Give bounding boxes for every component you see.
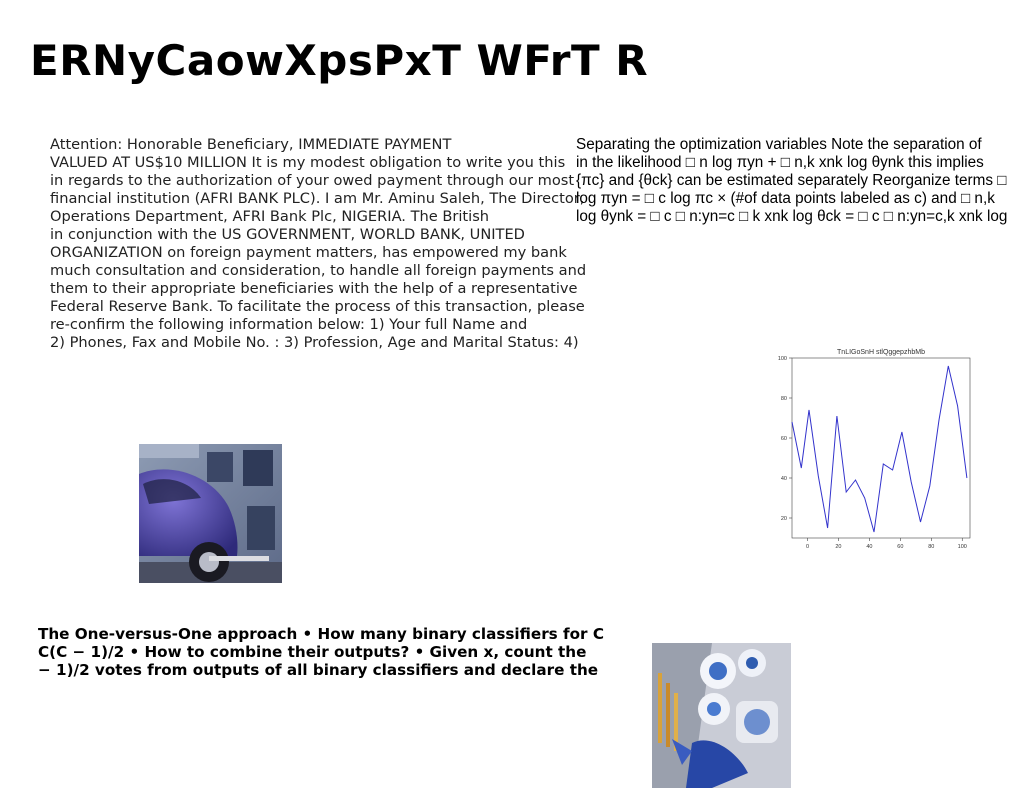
letter-line: re-confirm the following information bel… [50, 316, 528, 333]
math-line: log πyn = □ c log πc × (#of data points … [576, 190, 995, 207]
x-tick-label: 80 [928, 544, 934, 550]
chart-title: TnLIGoSnH stlQggepzhbMb [837, 349, 925, 356]
series-line [791, 365, 968, 533]
letter-line: financial institution (AFRI BANK PLC). I… [50, 190, 585, 207]
letter-line: in conjunction with the US GOVERNMENT, W… [50, 226, 525, 243]
letter-text-block: Attention: Honorable Beneficiary, IMMEDI… [50, 136, 587, 352]
letter-line: ORGANIZATION on foreign payment matters,… [50, 244, 567, 261]
x-tick-label: 60 [897, 544, 903, 550]
letter-line: Operations Department, AFRI Bank Plc, NI… [50, 208, 490, 225]
ovo-line: C(C − 1)/2 • How to combine their output… [38, 643, 587, 661]
car-photo [139, 444, 282, 583]
letter-line: Federal Reserve Bank. To facilitate the … [50, 298, 585, 315]
letter-line: Attention: Honorable Beneficiary, IMMEDI… [50, 136, 452, 153]
x-tick-label: 100 [958, 544, 967, 550]
letter-line: in regards to the authorization of your … [50, 172, 575, 189]
x-tick-label: 40 [866, 544, 872, 550]
math-line: {πc} and {θck} can be estimated separate… [576, 172, 1007, 189]
letter-line: 2) Phones, Fax and Mobile No. : 3) Profe… [50, 334, 579, 351]
ovo-line: − 1)/2 votes from outputs of all binary … [38, 661, 599, 679]
line-chart: TnLIGoSnH stlQggepzhbMb 0 20 40 60 80 100 20 40 6… [766, 343, 976, 553]
math-text-block: Separating the optimization variables No… [576, 136, 1024, 226]
math-line: log θynk = □ c □ n:yn=c □ k xnk log θck … [576, 208, 1008, 225]
letter-line: much consultation and consideration, to … [50, 262, 587, 279]
y-tick-label: 20 [781, 516, 787, 522]
x-tick-label: 0 [806, 544, 809, 550]
ovo-text-block: The One-versus-One approach • How many b… [38, 625, 638, 679]
y-tick-label: 60 [781, 436, 787, 442]
plot-frame [791, 357, 971, 539]
math-line: in the likelihood □ n log πyn + □ n,k xn… [576, 154, 984, 171]
items-photo [652, 643, 791, 788]
letter-line: them to their appropriate beneficiaries … [50, 280, 578, 297]
y-tick-label: 100 [778, 356, 787, 362]
math-line: Separating the optimization variables No… [576, 136, 982, 153]
letter-line: VALUED AT US$10 MILLION It is my modest … [50, 154, 566, 171]
y-tick-label: 40 [781, 476, 787, 482]
x-tick-label: 20 [835, 544, 841, 550]
page-title: ERNyCaowXpsPxT WFrT R [30, 36, 649, 85]
y-tick-label: 80 [781, 396, 787, 402]
ovo-line: The One-versus-One approach • How many b… [38, 625, 604, 643]
